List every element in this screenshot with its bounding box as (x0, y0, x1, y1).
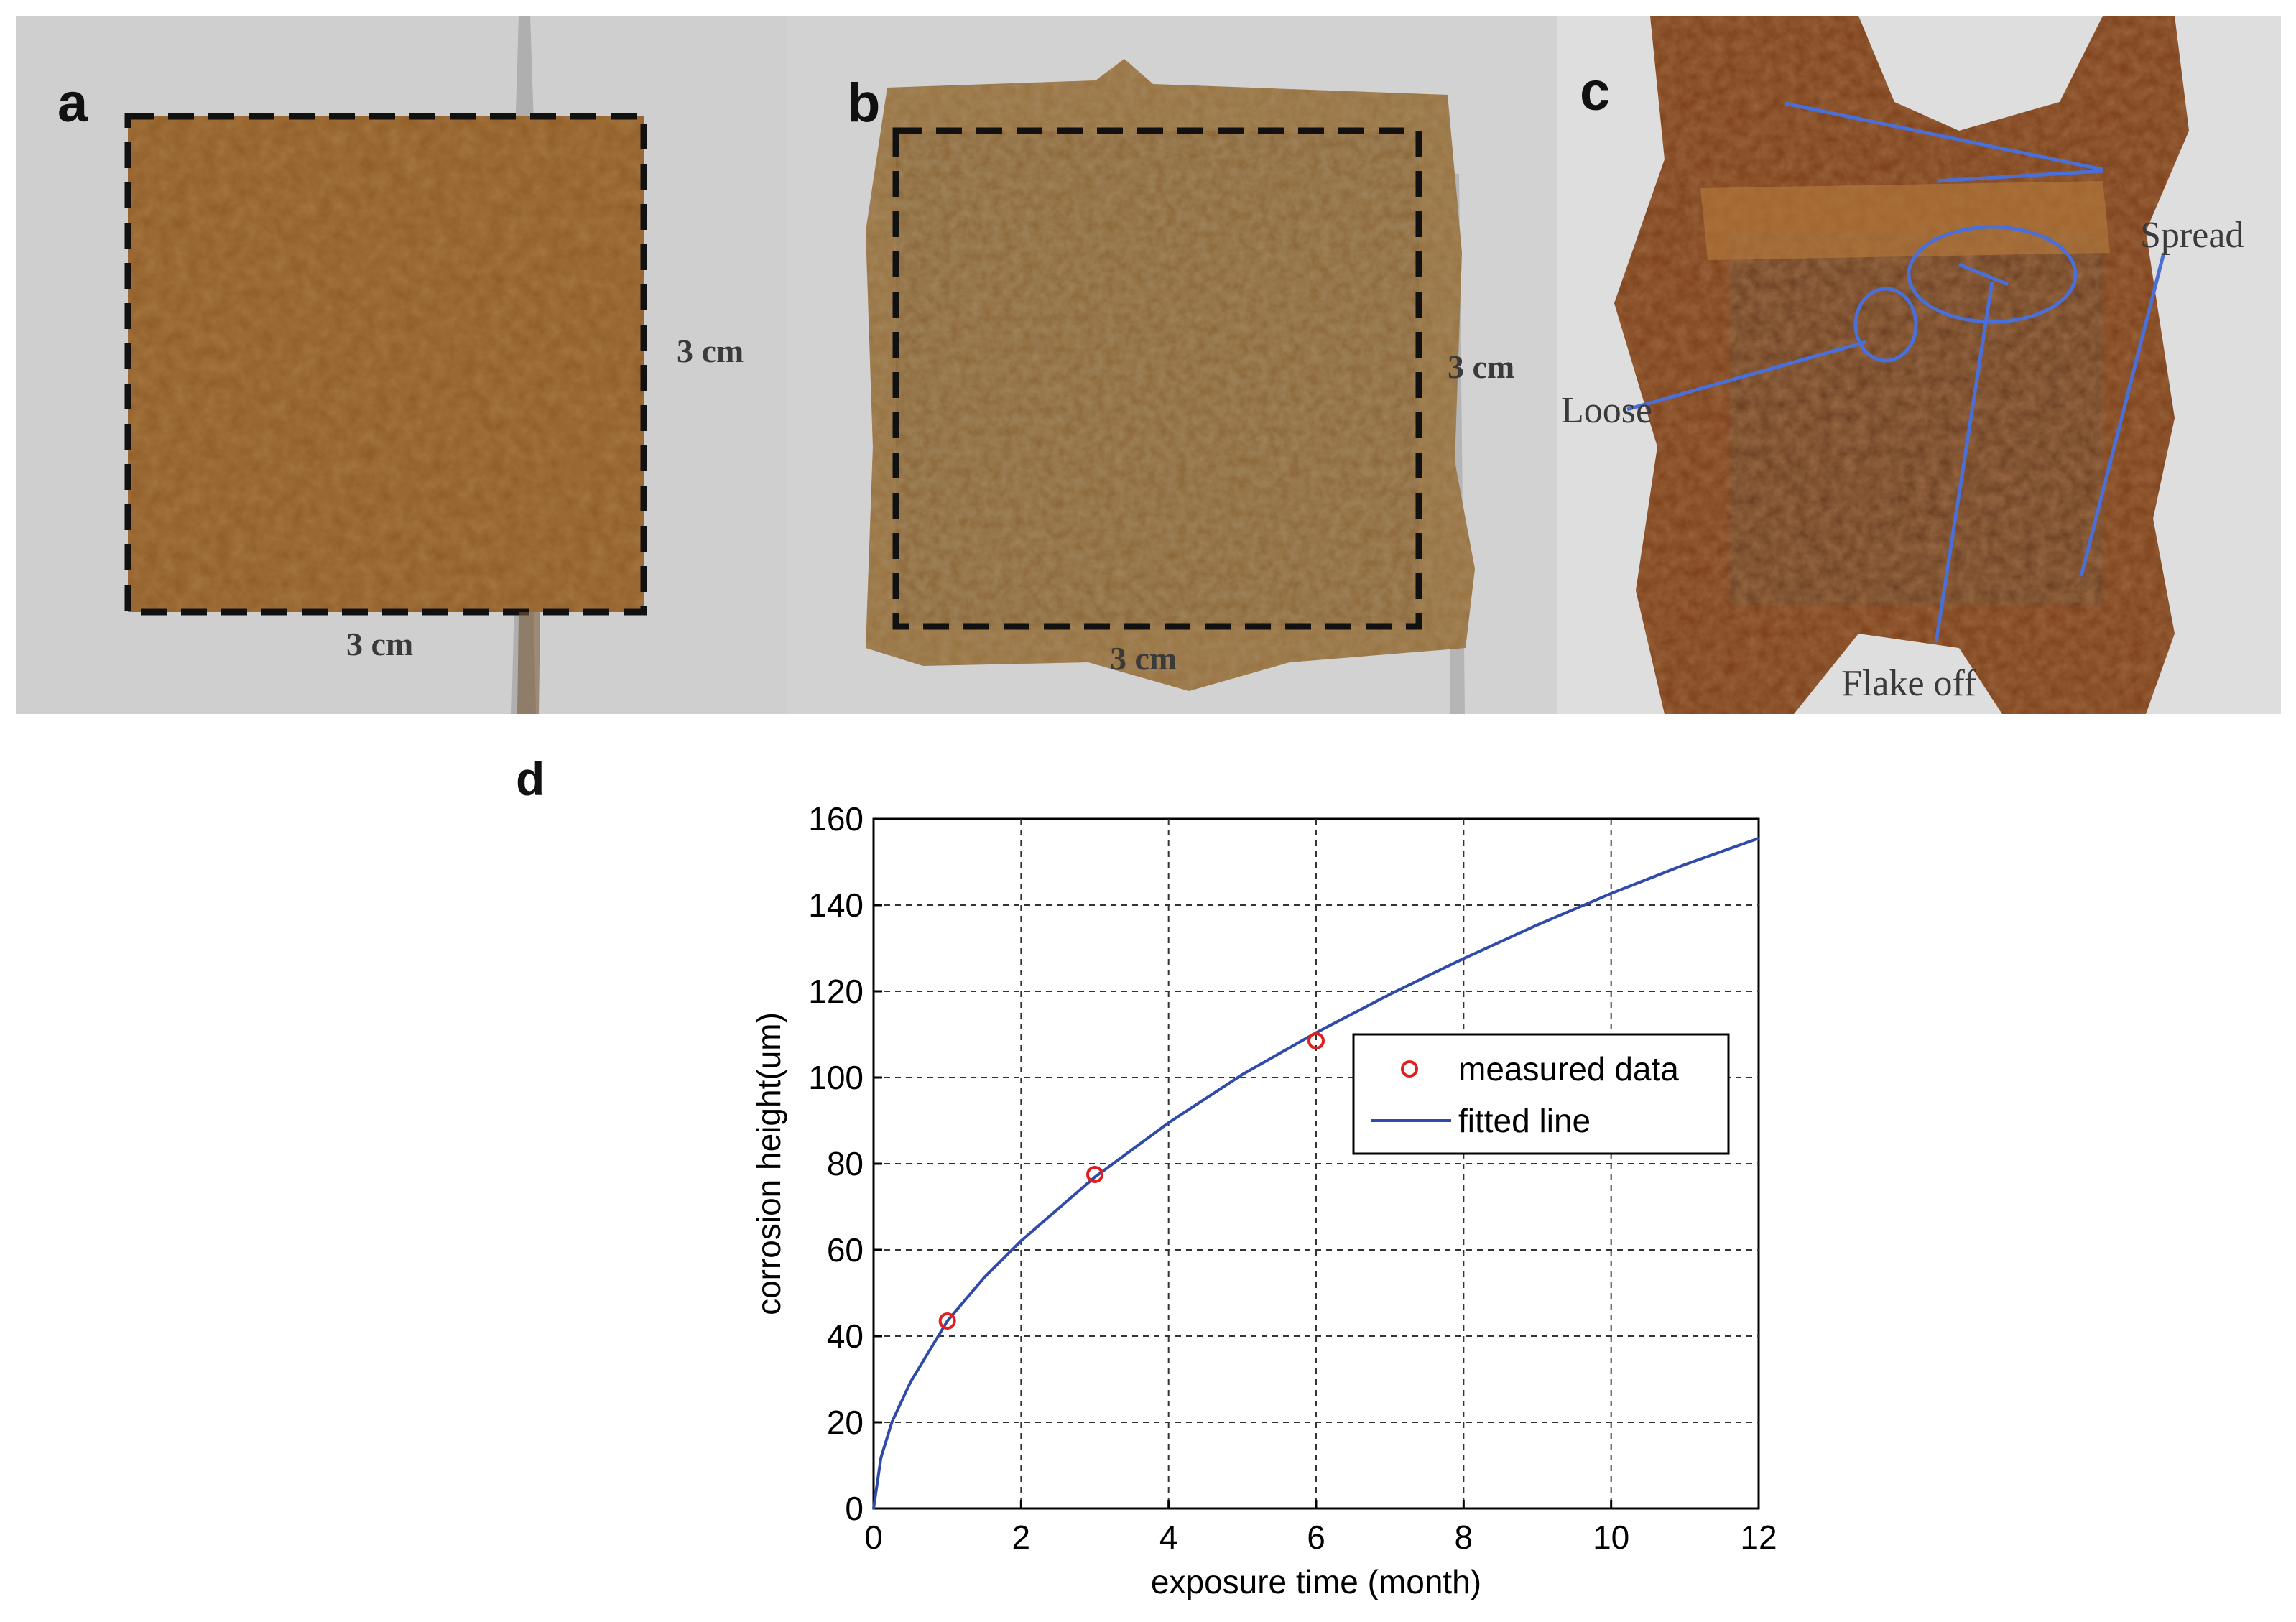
annotation-overlays (1626, 101, 2166, 643)
annotation-spread: Spread (2140, 215, 2244, 256)
legend-marker-measured (1401, 1060, 1418, 1078)
annotation-loose: Loose (1561, 390, 1653, 431)
flake-off-pointer-line (1934, 281, 1994, 643)
panel-letter-c: c (1580, 61, 1611, 122)
flake-off-region-ellipse (1907, 225, 2078, 324)
x-tick-label: 6 (1307, 1519, 1325, 1556)
y-tick-label: 160 (808, 800, 864, 838)
legend-entry-measured-data: measured data (1458, 1050, 1679, 1088)
photo-panel-a: a 3 cm 3 cm (16, 16, 787, 714)
x-tick-label: 8 (1455, 1519, 1473, 1556)
loose-pointer-line (1626, 340, 1866, 412)
y-tick-label: 100 (808, 1059, 864, 1096)
fitted-line-curve (872, 837, 1759, 1509)
x-tick-label: 4 (1159, 1519, 1178, 1556)
x-tick-label: 12 (1740, 1519, 1777, 1556)
y-tick-label: 120 (808, 973, 864, 1010)
panel-letter-b: b (847, 73, 881, 134)
y-tick-label: 60 (827, 1231, 864, 1269)
photo-panel-c: c Spread Loose Flake off (1557, 16, 2281, 714)
measured-data-point (1086, 1166, 1103, 1183)
y-axis-label: corrosion height(um) (750, 1012, 787, 1315)
y-tick-label: 140 (808, 886, 864, 924)
rust-sample-photo-b (787, 16, 1557, 714)
data-series (872, 837, 1759, 1509)
panel-letter-a: a (57, 73, 88, 134)
photo-panel-b: b 3 cm 3 cm (787, 16, 1557, 714)
x-tick-label: 0 (864, 1519, 883, 1556)
y-tick-label: 20 (827, 1404, 864, 1441)
y-tick-label: 40 (827, 1317, 864, 1355)
measured-data-point (938, 1312, 956, 1330)
y-tick-label: 80 (827, 1145, 864, 1182)
rust-sample-photo-c (1557, 16, 2281, 714)
rust-sample-photo-a (16, 16, 787, 714)
height-label-b: 3 cm (1448, 348, 1515, 385)
measured-data-point (1307, 1032, 1325, 1049)
chart-legend: measured data fitted line (1352, 1033, 1730, 1155)
width-label-b: 3 cm (1110, 640, 1177, 677)
spread-pointer-line (2079, 252, 2166, 577)
loose-region-ellipse (1853, 287, 1918, 363)
x-tick-label: 10 (1593, 1519, 1629, 1556)
y-tick-label: 0 (845, 1490, 864, 1527)
x-axis-label: exposure time (month) (1151, 1563, 1481, 1600)
height-label-a: 3 cm (677, 333, 744, 369)
legend-box (1352, 1033, 1730, 1155)
width-label-a: 3 cm (346, 626, 414, 662)
annotation-flake-off: Flake off (1841, 663, 1977, 704)
panel-letter-d: d (516, 752, 545, 805)
legend-entry-fitted-line: fitted line (1458, 1102, 1591, 1139)
x-tick-label: 2 (1012, 1519, 1031, 1556)
